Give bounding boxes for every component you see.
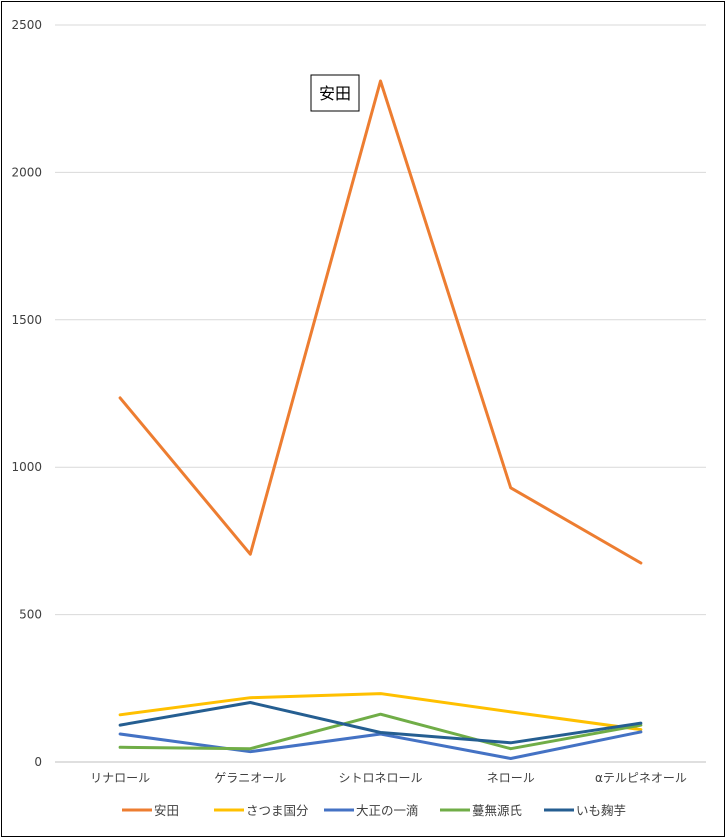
legend-label: 安田 <box>154 803 179 818</box>
series-line <box>118 712 643 751</box>
annotation-box <box>310 74 360 112</box>
series-line <box>118 701 643 745</box>
legend: 安田 さつま国分 大正の一滴 蔓無源氏 いも麹芋 <box>122 803 626 818</box>
y-tick-label: 2500 <box>11 18 42 32</box>
gridlines <box>55 24 706 763</box>
y-tick-label: 1500 <box>11 313 42 327</box>
y-axis-ticks: 0 500 1000 1500 2000 2500 <box>11 18 42 769</box>
y-tick-label: 0 <box>34 755 42 769</box>
legend-item: 大正の一滴 <box>324 803 419 818</box>
series-lines <box>118 79 643 760</box>
x-tick-label: αテルピネオール <box>595 771 687 785</box>
legend-item: いも麹芋 <box>544 803 626 818</box>
series-line <box>118 692 643 732</box>
legend-label: 大正の一滴 <box>356 803 419 818</box>
x-tick-label: リナロール <box>90 771 150 785</box>
series-line <box>118 79 643 565</box>
legend-item: さつま国分 <box>214 803 309 818</box>
legend-item: 蔓無源氏 <box>440 803 522 818</box>
x-tick-label: ネロール <box>487 771 535 785</box>
y-tick-label: 500 <box>19 608 42 622</box>
x-tick-label: ゲラニオール <box>214 771 286 785</box>
legend-label: 蔓無源氏 <box>472 803 522 818</box>
legend-label: さつま国分 <box>246 803 309 818</box>
y-tick-label: 1000 <box>11 460 42 474</box>
y-tick-label: 2000 <box>11 165 42 179</box>
legend-label: いも麹芋 <box>576 803 626 818</box>
annotation: 安田 <box>310 74 360 112</box>
x-axis-ticks: リナロール ゲラニオール シトロネロール ネロール αテルピネオール <box>90 771 687 785</box>
x-tick-label: シトロネロール <box>338 771 422 785</box>
legend-item: 安田 <box>122 803 179 818</box>
annotation-label: 安田 <box>319 84 351 103</box>
